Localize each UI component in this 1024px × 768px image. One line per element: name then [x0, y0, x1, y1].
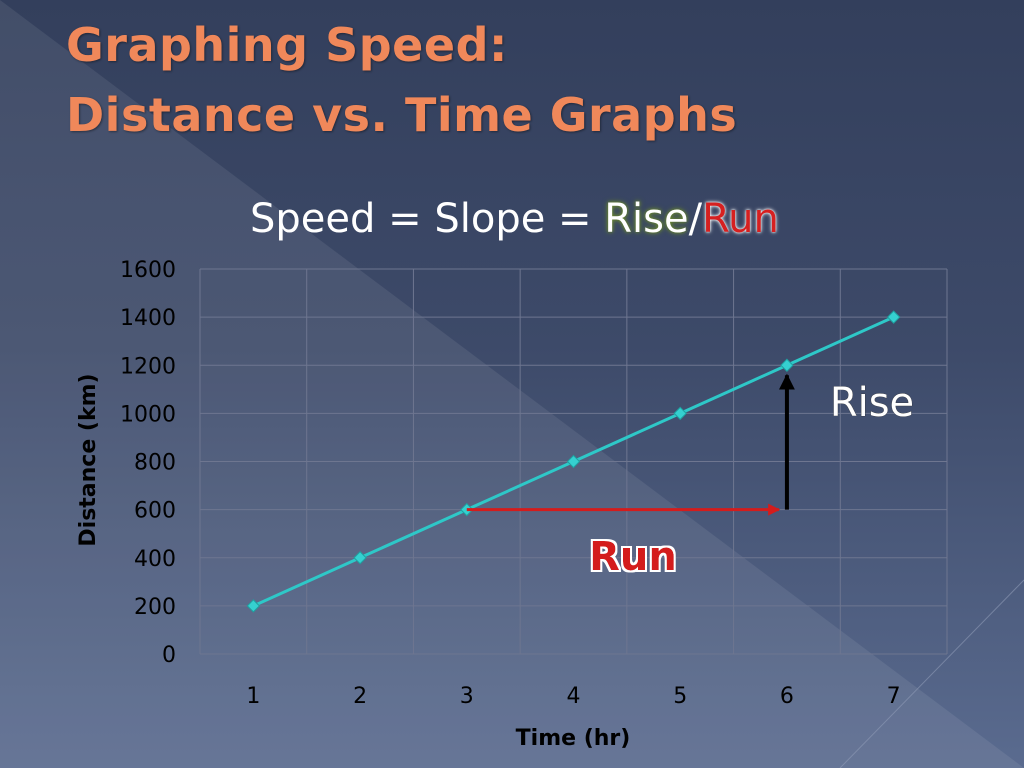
y-axis-label: Distance (km) [76, 373, 101, 546]
y-tick-label: 0 [162, 643, 176, 668]
data-point [246, 599, 261, 613]
series-layer [246, 310, 901, 613]
y-tick-label: 200 [134, 595, 176, 620]
data-point [780, 358, 794, 372]
chart-grid [199, 268, 948, 655]
y-tick-label: 1000 [120, 402, 176, 427]
speed-formula: Speed = Slope = Rise/Run [250, 196, 779, 242]
y-axis-ticks: 0 200 400 600 800 1000 1200 1400 1600 [120, 258, 176, 668]
formula-slash: / [688, 196, 703, 242]
data-point [673, 406, 687, 421]
y-tick-label: 400 [134, 547, 176, 572]
slide-title-line-2: Distance vs. Time Graphs [66, 88, 738, 142]
y-tick-label: 1600 [120, 258, 176, 283]
formula-rise: Rise [604, 196, 689, 242]
data-point [886, 310, 901, 324]
x-tick-label: 2 [353, 684, 367, 709]
data-point [566, 454, 581, 469]
formula-prefix: Speed = Slope = [250, 196, 605, 242]
x-axis-label: Time (hr) [516, 726, 631, 751]
x-tick-label: 4 [567, 684, 581, 709]
x-tick-label: 1 [246, 684, 260, 709]
slide-title-line-1: Graphing Speed: [66, 18, 508, 72]
y-tick-label: 1200 [120, 354, 176, 379]
x-tick-label: 3 [460, 684, 474, 709]
y-tick-label: 800 [134, 451, 176, 476]
run-label: Run [589, 534, 677, 580]
data-point [353, 551, 367, 565]
x-tick-label: 7 [887, 684, 901, 709]
x-tick-label: 5 [673, 684, 687, 709]
x-tick-label: 6 [780, 684, 794, 709]
x-axis-ticks: 1 2 3 4 5 6 7 [246, 684, 900, 709]
y-tick-label: 1400 [120, 306, 176, 331]
formula-run: Run [702, 196, 779, 242]
y-tick-label: 600 [134, 499, 176, 524]
rise-label: Rise [830, 380, 914, 426]
annotation-arrows [466, 373, 795, 516]
